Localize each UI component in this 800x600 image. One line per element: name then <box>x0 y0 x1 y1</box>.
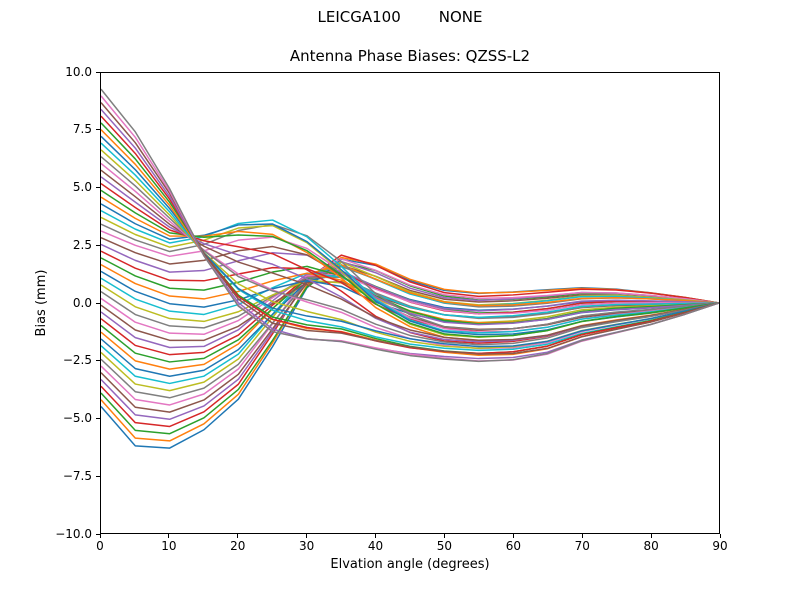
x-axis-tick <box>581 534 583 538</box>
series-line <box>101 264 719 385</box>
series-line <box>101 243 719 326</box>
x-tick-label: 30 <box>299 539 315 553</box>
y-tick-label: −2.5 <box>62 353 92 368</box>
y-tick-label: 2.5 <box>72 237 92 252</box>
y-tick-label: 10.0 <box>65 64 92 79</box>
x-axis-tick <box>99 534 101 538</box>
x-tick-label: 90 <box>712 539 728 553</box>
series-line <box>101 223 719 331</box>
y-axis-tick <box>96 360 100 362</box>
x-axis-label: Elvation angle (degrees) <box>330 557 490 572</box>
series-line <box>101 272 719 319</box>
suptitle: LEICGA100 NONE <box>0 8 800 27</box>
x-tick-label: 10 <box>161 539 177 553</box>
series-line <box>101 258 719 406</box>
y-axis-tick <box>96 475 100 477</box>
x-tick-label: 80 <box>643 539 659 553</box>
suptitle-left-text: LEICGA100 <box>317 8 401 26</box>
series-line <box>101 261 719 392</box>
y-axis-tick <box>96 533 100 535</box>
x-axis-tick <box>719 534 721 538</box>
y-tick-label: −7.5 <box>62 468 92 483</box>
y-axis-tick <box>96 302 100 304</box>
y-axis-tick <box>96 418 100 419</box>
series-line <box>101 273 719 336</box>
y-tick-label: 5.0 <box>72 180 92 194</box>
series-line <box>101 264 719 370</box>
y-tick-label: −5.0 <box>62 411 92 425</box>
y-axis-label: Bias (mm) <box>34 269 49 337</box>
x-tick-label: 70 <box>574 539 590 553</box>
x-axis-tick <box>375 534 377 538</box>
x-axis-tick <box>306 534 308 538</box>
plot-area <box>100 72 720 534</box>
y-axis-tick <box>96 187 100 188</box>
series-line <box>101 269 719 349</box>
x-tick-label: 50 <box>436 539 453 553</box>
y-tick-label: 0.0 <box>72 295 92 310</box>
x-axis-tick <box>512 534 514 538</box>
series-line <box>101 257 719 325</box>
y-tick-label: −10.0 <box>55 526 92 541</box>
suptitle-right-text: NONE <box>438 8 483 26</box>
x-tick-label: 0 <box>96 539 104 553</box>
series-line <box>101 88 719 363</box>
series-line <box>101 254 719 428</box>
x-tick-label: 20 <box>230 539 246 553</box>
plot-lines <box>101 88 719 449</box>
y-axis-tick <box>96 244 100 246</box>
y-axis-tick <box>96 71 100 73</box>
plot-title: Antenna Phase Biases: QZSS-L2 <box>289 47 531 65</box>
y-axis-tick <box>96 129 100 131</box>
series-line <box>101 156 719 346</box>
series-line <box>101 102 719 355</box>
x-axis-tick <box>168 534 170 538</box>
x-tick-label: 60 <box>505 539 521 553</box>
y-tick-label: 7.5 <box>72 122 92 137</box>
x-axis-tick <box>237 534 239 538</box>
series-line <box>101 169 719 341</box>
x-axis-tick <box>650 534 652 538</box>
series-line <box>101 189 719 338</box>
x-tick-label: 40 <box>367 539 384 553</box>
x-axis-tick <box>443 534 445 538</box>
